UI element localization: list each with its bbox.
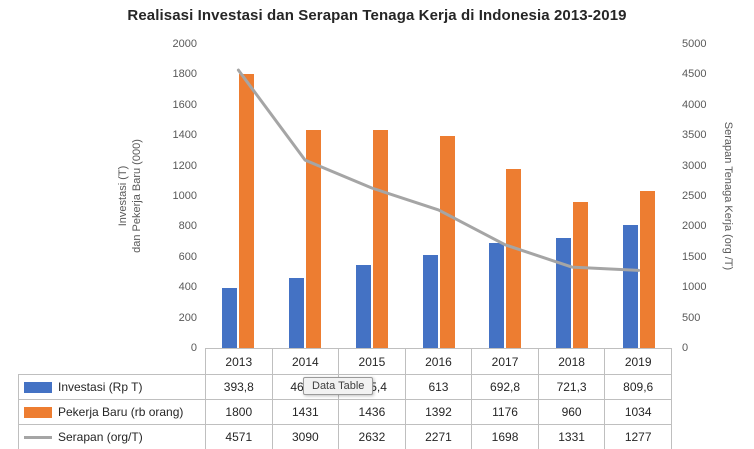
right-axis-tick-label: 4500 — [682, 68, 707, 81]
data-table: 2013 2014 2015 2016 2017 2018 2019 Investasi (R… — [18, 348, 672, 449]
value-cell: 2271 — [404, 424, 473, 449]
bar-pekerja-baru-rb-orang — [439, 136, 455, 348]
bar-investasi-rp-t — [622, 224, 638, 348]
table-row: Serapan (org/T) 4571 3090 2632 2271 1698 1331 1… — [18, 424, 672, 449]
left-axis-title-line: Investasi (T) — [117, 165, 129, 227]
value-cell: 3090 — [271, 424, 340, 449]
right-axis-tick-label: 2000 — [682, 220, 707, 233]
year-cell: 2013 — [205, 348, 273, 375]
value-cell: 721,3 — [537, 374, 606, 400]
series-row-header: Serapan (org/T) — [18, 424, 206, 449]
right-axis-tick-label: 3000 — [682, 159, 707, 172]
value-cell: 692,8 — [471, 374, 539, 400]
year-cell: 2015 — [338, 348, 406, 375]
bar-pekerja-baru-rb-orang — [306, 130, 322, 348]
right-axis-tick-label: 2500 — [682, 190, 707, 202]
bar-investasi-rp-t — [422, 254, 438, 348]
series-row-header: Pekerja Baru (rb orang) — [18, 399, 206, 425]
series-name: Investasi (Rp T) — [58, 380, 143, 394]
bar-pekerja-baru-rb-orang — [639, 190, 655, 348]
value-cell: 1176 — [471, 399, 539, 425]
right-axis-tick-label: 5000 — [682, 38, 707, 50]
left-axis-tick-label: 200 — [178, 311, 197, 324]
table-corner-cell — [18, 348, 206, 375]
value-cell: 4571 — [205, 424, 273, 449]
serapan-line — [236, 68, 641, 272]
year-cell: 2017 — [471, 348, 539, 375]
series-row-header: Investasi (Rp T) — [18, 374, 206, 400]
left-axis-tick-label: 1600 — [172, 98, 197, 111]
left-axis-tick-label: 1400 — [172, 129, 197, 142]
left-axis-title-line: dan Pekerja Baru (000) — [131, 139, 143, 253]
right-axis-tick-label: 3500 — [682, 129, 707, 142]
bar-investasi-rp-t — [355, 265, 371, 348]
value-cell: 613 — [404, 374, 473, 400]
serapan-line-layer — [236, 68, 641, 272]
value-cell: 1698 — [471, 424, 539, 449]
value-cell: 2632 — [338, 424, 406, 449]
left-axis-tick-label: 2000 — [172, 38, 197, 50]
year-cell: 2019 — [604, 348, 672, 375]
bar-investasi-rp-t — [222, 288, 238, 348]
year-cell: 2018 — [537, 348, 606, 375]
right-axis-tick-label: 1500 — [682, 250, 707, 263]
value-cell: 1392 — [404, 399, 473, 425]
value-cell: 1034 — [604, 399, 672, 425]
right-axis-tick-label: 4000 — [682, 98, 707, 111]
left-axis-tick-label: 0 — [190, 342, 197, 354]
left-axis-tick-label: 600 — [178, 250, 197, 263]
bar-investasi-rp-t — [489, 242, 505, 348]
value-cell: 809,6 — [604, 374, 672, 400]
value-cell: 1436 — [338, 399, 406, 425]
right-axis-tick-label: 500 — [682, 311, 701, 324]
bar-pekerja-baru-rb-orang — [372, 129, 388, 348]
left-axis-tick-label: 1200 — [172, 159, 197, 172]
value-cell: 1277 — [604, 424, 672, 449]
series-name: Pekerja Baru (rb orang) — [58, 405, 184, 419]
serapan-org-t-legend-swatch — [24, 436, 52, 440]
value-cell: 960 — [537, 399, 606, 425]
right-axis-tick-label: 0 — [682, 342, 689, 354]
value-cell: 1331 — [537, 424, 606, 449]
left-axis-tick-label: 1000 — [172, 190, 197, 202]
chart-title: Realisasi Investasi dan Serapan Tenaga K… — [127, 7, 627, 24]
year-cell: 2014 — [271, 348, 340, 375]
value-cell: 1800 — [205, 399, 273, 425]
series-name: Serapan (org/T) — [58, 430, 143, 444]
right-axis-tick-label: 1000 — [682, 281, 707, 294]
data-table-tooltip: Data Table — [303, 377, 374, 395]
value-cell: 1431 — [271, 399, 340, 425]
investasi-rp-t-legend-swatch — [24, 382, 52, 394]
year-cell: 2016 — [404, 348, 473, 375]
left-axis-tick-label: 400 — [178, 281, 197, 294]
value-cell: 393,8 — [205, 374, 273, 400]
left-axis-tick-label: 1800 — [172, 68, 197, 81]
pekerja-baru-rb-orang-legend-swatch — [24, 407, 52, 419]
bar-pekerja-baru-rb-orang — [572, 202, 588, 348]
bar-investasi-rp-t — [289, 277, 305, 348]
bar-pekerja-baru-rb-orang — [239, 74, 255, 348]
left-axis-tick-label: 800 — [178, 220, 197, 233]
table-row: Pekerja Baru (rb orang) 1800 1431 1436 1392 1… — [18, 399, 672, 425]
left-axis-title: Investasi (T) dan Pekerja Baru (000) — [116, 44, 144, 348]
bar-pekerja-baru-rb-orang — [506, 169, 522, 348]
